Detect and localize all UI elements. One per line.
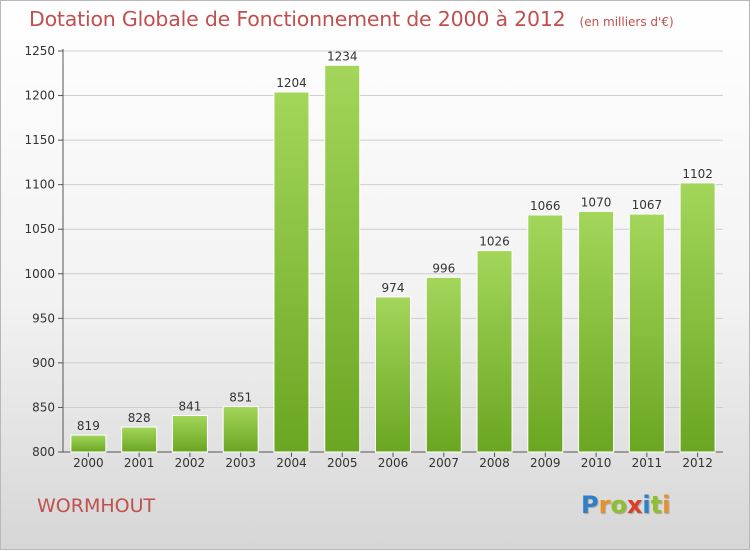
data-label-2008: 1026 xyxy=(479,235,510,249)
data-label-2002: 841 xyxy=(178,399,201,413)
x-tick-label: 2004 xyxy=(276,456,307,470)
y-tick-label: 950 xyxy=(32,311,55,325)
y-tick-label: 850 xyxy=(32,400,55,414)
x-tick-label: 2007 xyxy=(428,456,459,470)
logo-letter: i xyxy=(642,491,651,519)
bar-2000 xyxy=(70,434,107,453)
data-labels: 819 828 841 851 1204 1234 974 996 1026 1066 1070 10… xyxy=(77,49,713,433)
data-label-2000: 819 xyxy=(77,419,100,433)
x-tick-label: 2002 xyxy=(175,456,206,470)
data-label-2006: 974 xyxy=(382,281,405,295)
y-tick-label: 1100 xyxy=(24,178,55,192)
logo-letter: o xyxy=(610,491,627,519)
bar-2003 xyxy=(222,406,259,453)
y-tick-label: 800 xyxy=(32,445,55,459)
chart-subtitle: (en milliers d'€) xyxy=(579,15,674,29)
bar-2011 xyxy=(628,213,665,453)
data-label-2007: 996 xyxy=(432,261,455,275)
data-label-2003: 851 xyxy=(229,391,252,405)
x-tick-label: 2009 xyxy=(530,456,561,470)
x-tick-label: 2012 xyxy=(682,456,713,470)
x-tick-label: 2006 xyxy=(378,456,409,470)
x-tick-label: 2000 xyxy=(73,456,104,470)
chart-header: Dotation Globale de Fonctionnement de 20… xyxy=(29,7,674,31)
x-tick-label: 2008 xyxy=(479,456,510,470)
data-label-2004: 1204 xyxy=(276,76,307,90)
y-tick-label: 1000 xyxy=(24,267,55,281)
y-tick-label: 900 xyxy=(32,356,55,370)
x-tick-label: 2010 xyxy=(581,456,612,470)
bar-2005 xyxy=(324,64,361,453)
logo-letter: P xyxy=(581,491,599,519)
bar-2008 xyxy=(476,250,513,453)
data-label-2009: 1066 xyxy=(530,199,561,213)
y-tick-label: 1250 xyxy=(24,44,55,58)
bar-2012 xyxy=(679,182,716,453)
logo-letter: x xyxy=(626,491,643,519)
data-label-2001: 828 xyxy=(128,411,151,425)
bar-2009 xyxy=(527,214,564,453)
bar-chart: 800 850 900 950 1000 1050 1100 1150 1200 1250 2000… xyxy=(24,44,723,470)
logo-letter: t xyxy=(650,491,663,519)
bar-2007 xyxy=(425,276,462,453)
logo-letter: i xyxy=(662,491,671,519)
bars xyxy=(70,64,716,453)
bar-2001 xyxy=(121,426,158,453)
bar-2004 xyxy=(273,91,310,453)
x-tick-label: 2005 xyxy=(327,456,358,470)
data-label-2011: 1067 xyxy=(632,198,663,212)
chart-title: Dotation Globale de Fonctionnement de 20… xyxy=(29,7,566,31)
bar-2006 xyxy=(375,296,411,453)
axes: 800 850 900 950 1000 1050 1100 1150 1200 1250 2000… xyxy=(24,44,723,470)
x-tick-label: 2001 xyxy=(124,456,155,470)
logo-letter: r xyxy=(598,491,611,519)
y-tick-label: 1200 xyxy=(24,89,55,103)
data-label-2012: 1102 xyxy=(682,167,713,181)
y-tick-label: 1050 xyxy=(24,222,55,236)
data-label-2005: 1234 xyxy=(327,49,358,63)
x-tick-label: 2011 xyxy=(632,456,663,470)
proxiti-logo[interactable]: Proxiti xyxy=(581,491,670,519)
y-tick-label: 1150 xyxy=(24,133,55,147)
bar-2010 xyxy=(578,210,615,453)
data-label-2010: 1070 xyxy=(581,195,612,209)
commune-name: WORMHOUT xyxy=(37,495,156,517)
x-tick-label: 2003 xyxy=(225,456,256,470)
bar-2002 xyxy=(171,414,208,453)
